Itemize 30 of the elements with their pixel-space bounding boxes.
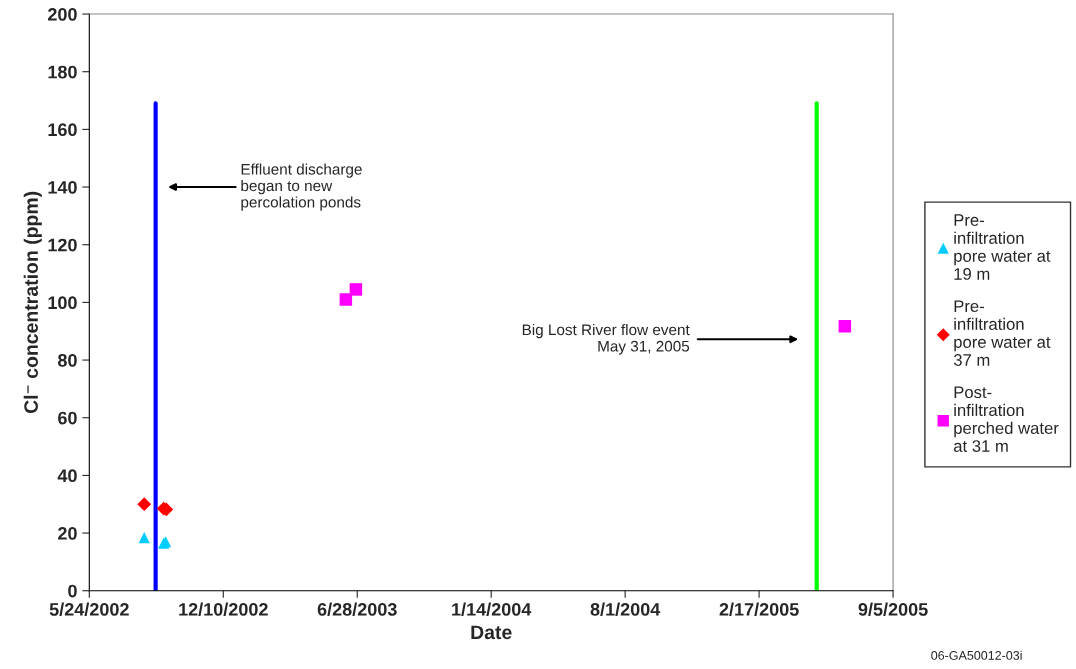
legend-label: Post-infiltration perched water at 31 m	[953, 386, 1059, 452]
y-tick-label: 140	[48, 180, 77, 194]
text: 06-GA50012-03i	[931, 650, 1022, 660]
y-tick-label: 100	[48, 296, 77, 310]
x-tick-label: 2/17/2005	[719, 602, 799, 616]
y-tick-label: 200	[48, 7, 77, 21]
x-tick-label: 8/1/2004	[590, 602, 661, 616]
y-tick-label: 120	[48, 238, 77, 252]
y-tick-label: 20	[58, 526, 77, 540]
x-tick-label: 12/10/2002	[179, 602, 268, 616]
annotation: Big Lost River flow event May 31, 2005	[522, 323, 690, 355]
y-tick-label: 60	[58, 411, 77, 425]
legend-label: Pre-infiltration pore water at 19 m	[954, 214, 1051, 280]
x-tick-label: 9/5/2005	[858, 602, 928, 616]
y-tick-label: 40	[57, 469, 77, 483]
point	[339, 293, 353, 306]
x-tick-label: 6/28/2003	[317, 602, 397, 616]
y-axis-title: Cl⁻ concentration (ppm)	[23, 191, 42, 414]
point	[838, 320, 852, 333]
y-tick-label: 80	[57, 353, 77, 367]
x-tick-label: 5/24/2002	[49, 602, 129, 616]
point	[349, 283, 363, 296]
legend-label: Pre-infiltration pore water at 37 m	[953, 300, 1051, 366]
annotation: Effluent discharge began to new percolation ponds	[241, 163, 362, 211]
y-tick-label: 160	[48, 123, 77, 137]
x-axis-title: Date	[471, 625, 512, 640]
point	[137, 497, 152, 512]
y-tick-label: 180	[48, 65, 77, 79]
x-tick-label: 1/14/2004	[452, 602, 532, 616]
y-tick-label: 0	[68, 584, 77, 598]
